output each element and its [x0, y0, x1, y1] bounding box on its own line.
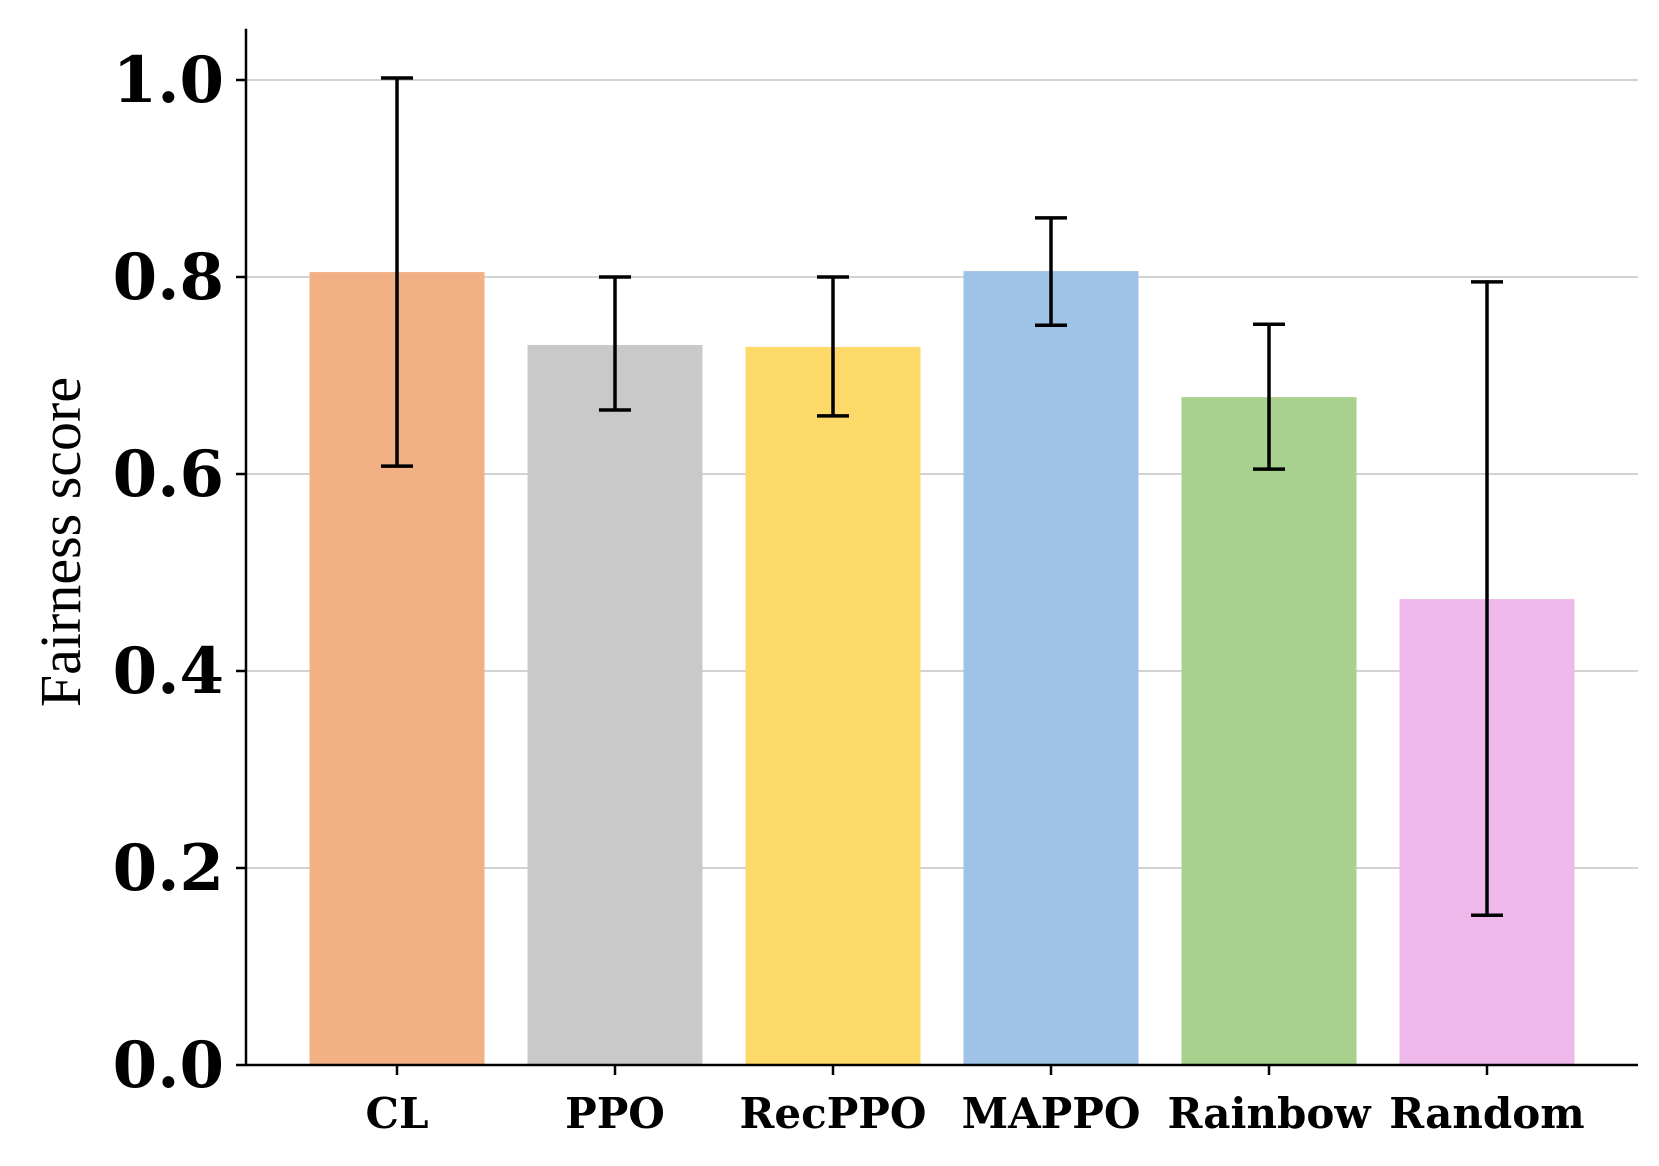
- bar-rainbow: [1181, 397, 1357, 1065]
- error-bar-ppo: [599, 275, 631, 412]
- y-tick-label-0.0: 0.0: [113, 1028, 224, 1103]
- y-tick-labels: 0.0 0.2 0.4 0.6 0.8 1.0: [113, 43, 224, 1103]
- x-tick-label-ppo: PPO: [565, 1089, 665, 1138]
- x-tick-label-rainbow: Rainbow: [1167, 1089, 1371, 1138]
- error-bar-mappo: [1035, 216, 1067, 328]
- x-tick-labels: CL PPO RecPPO MAPPO Rainbow Random: [366, 1089, 1585, 1138]
- error-bar-recppo: [817, 275, 849, 418]
- x-tick-label-mappo: MAPPO: [962, 1089, 1141, 1138]
- y-axis-title: Fairness score: [28, 377, 93, 707]
- x-tick-label-random: Random: [1389, 1089, 1584, 1138]
- error-bars: [381, 76, 1503, 918]
- error-bar-cl: [381, 76, 413, 468]
- bar-mappo: [963, 271, 1139, 1066]
- x-tick-label-cl: CL: [366, 1089, 429, 1138]
- y-tick-label-0.2: 0.2: [113, 831, 224, 906]
- y-tick-label-1.0: 1.0: [113, 43, 224, 118]
- bar-recppo: [745, 346, 921, 1065]
- bar-ppo: [527, 344, 703, 1066]
- bars: [309, 271, 1575, 1066]
- axes: [236, 28, 1638, 1075]
- y-tick-label-0.4: 0.4: [113, 634, 224, 709]
- x-tick-label-recppo: RecPPO: [740, 1089, 927, 1138]
- error-bar-rainbow: [1253, 322, 1285, 471]
- y-tick-label-0.6: 0.6: [113, 437, 224, 512]
- error-bar-random: [1471, 280, 1503, 918]
- y-tick-label-0.8: 0.8: [113, 240, 224, 315]
